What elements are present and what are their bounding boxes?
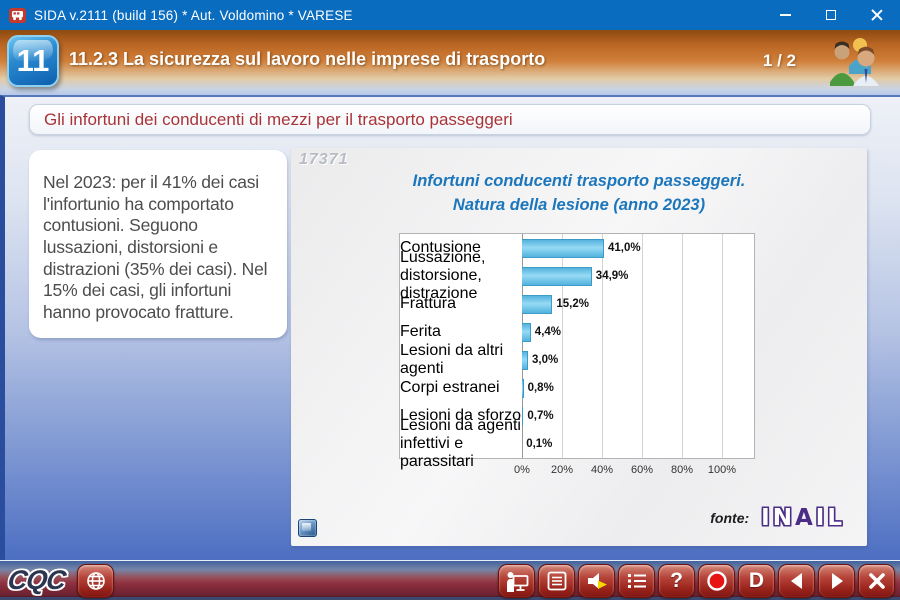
minimize-button[interactable] <box>762 0 808 30</box>
value-label: 3,0% <box>532 354 559 366</box>
category-label: Ferita <box>400 323 441 340</box>
chart-row: 4,4% <box>522 318 754 346</box>
chart-title-line2: Natura della lesione (anno 2023) <box>452 195 706 214</box>
bar <box>522 238 604 258</box>
maximize-button[interactable] <box>808 0 854 30</box>
x-tick-label: 100% <box>707 464 737 476</box>
slide-content: Gli infortuni dei conducenti di mezzi pe… <box>0 95 900 560</box>
titlebar: SIDA v.2111 (build 156) * Aut. Voldomino… <box>0 0 900 30</box>
record-icon <box>706 570 727 591</box>
x-tick-label: 60% <box>630 464 654 476</box>
category-label: Lesioni da altri agenti <box>400 342 504 377</box>
letter-d-icon: D <box>748 569 765 592</box>
speaker-icon <box>587 572 607 589</box>
page-indicator: 1 / 2 <box>762 50 796 70</box>
list-icon <box>627 573 646 588</box>
chart-row: 0,1% <box>522 430 754 458</box>
globe-icon <box>86 571 105 590</box>
bar <box>522 406 524 426</box>
category-label: Lussazione, distorsione, distrazione <box>400 249 486 302</box>
source-label: fonte: <box>710 510 750 526</box>
category-label: Lesioni da agenti infettivi e parassitar… <box>400 417 521 470</box>
chapter-badge: 11 <box>7 34 59 87</box>
lesson-title: 11.2.3 La sicurezza sul lavoro nelle imp… <box>69 49 546 69</box>
slide-subtitle-bar: Gli infortuni dei conducenti di mezzi pe… <box>29 104 871 135</box>
inail-logo: INAIL <box>761 505 845 531</box>
bar <box>522 378 524 398</box>
value-label: 0,1% <box>526 438 553 450</box>
x-tick-label: 0% <box>514 464 530 476</box>
record-button[interactable] <box>698 563 735 598</box>
x-tick-label: 20% <box>550 464 574 476</box>
gridline <box>682 234 683 458</box>
lesson-text-panel: Nel 2023: per il 41% dei casi l'infortun… <box>29 150 287 338</box>
bar <box>522 266 592 286</box>
source-credit: fonte: INAIL <box>710 505 845 531</box>
dictionary-button[interactable]: D <box>738 563 775 598</box>
presentation-icon <box>506 571 528 592</box>
value-label: 0,8% <box>527 382 554 394</box>
presentation-button[interactable] <box>498 563 535 598</box>
lesson-text: Nel 2023: per il 41% dei casi l'infortun… <box>43 172 268 323</box>
x-axis-ticks: 0% 20% 40% 60% 80% 100% <box>514 464 736 478</box>
slide-subtitle: Gli infortuni dei conducenti di mezzi pe… <box>44 109 513 129</box>
question-mark-icon: ? <box>670 569 683 592</box>
chart-title-line1: Infortuni conducenti trasporto passegger… <box>412 172 746 190</box>
index-list-button[interactable] <box>618 563 655 598</box>
category-label: Contusione <box>400 239 481 256</box>
window-title: SIDA v.2111 (build 156) * Aut. Voldomino… <box>34 7 353 23</box>
bar <box>522 322 531 342</box>
arrow-right-icon <box>831 572 843 589</box>
chart-row: 34,9% <box>522 262 754 290</box>
value-label: 4,4% <box>534 326 562 338</box>
chart-row: 3,0% <box>522 346 754 374</box>
document-icon <box>547 571 566 590</box>
people-group-icon <box>830 37 879 86</box>
bar <box>522 350 528 370</box>
watermark-number: 17371 <box>299 151 349 168</box>
gridline <box>562 234 563 458</box>
exit-button[interactable] <box>858 563 895 598</box>
value-label: 15,2% <box>556 298 589 310</box>
x-tick-label: 80% <box>670 464 694 476</box>
close-x-icon <box>868 572 885 589</box>
cqc-logo: CQC <box>5 565 68 595</box>
arrow-left-icon <box>790 572 802 589</box>
category-label: Frattura <box>400 295 457 312</box>
chart-row: 15,2% <box>522 290 754 318</box>
value-label: 0,7% <box>527 410 554 422</box>
toolbar-buttons: ? D <box>498 563 895 598</box>
chart-row: 0,7% <box>522 402 754 430</box>
audio-button[interactable] <box>578 563 615 598</box>
bus-icon <box>9 7 26 23</box>
bar-chart: Contusione Lussazione, distorsione, distr… <box>399 233 755 470</box>
category-label: Lesioni da sforzo <box>400 407 521 424</box>
gridline <box>722 234 723 458</box>
bottom-toolbar: CQC <box>0 560 900 600</box>
lesson-header: 11 11.2.3 La sicurezza sul lavoro nelle … <box>0 30 900 95</box>
globe-button[interactable] <box>77 563 114 598</box>
x-tick-label: 40% <box>590 464 614 476</box>
text-page-button[interactable] <box>538 563 575 598</box>
window-controls <box>762 0 900 30</box>
chart-bars-area: 41,0% 34,9% 15,2% 4,4% 3,0% 0,8% 0,7% 0,1% <box>522 234 754 458</box>
bar <box>522 294 553 314</box>
chart-title: Infortuni conducenti trasporto passegger… <box>291 170 867 218</box>
chart-panel: 17371 Infortuni conducenti trasporto pas… <box>291 148 867 546</box>
value-label: 34,9% <box>595 270 629 282</box>
gridline <box>642 234 643 458</box>
gridline <box>602 234 603 458</box>
category-label: Corpi estranei <box>400 379 500 396</box>
previous-button[interactable] <box>778 563 815 598</box>
chart-label-column: Contusione Lussazione, distorsione, distr… <box>400 234 522 470</box>
help-button[interactable]: ? <box>658 563 695 598</box>
close-button[interactable] <box>854 0 900 30</box>
gridline <box>522 234 523 458</box>
next-button[interactable] <box>818 563 855 598</box>
chart-thumbnail-icon[interactable] <box>298 519 317 537</box>
chart-row: 0,8% <box>522 374 754 402</box>
chart-row: 41,0% <box>522 234 754 262</box>
value-label: 41,0% <box>608 242 641 254</box>
